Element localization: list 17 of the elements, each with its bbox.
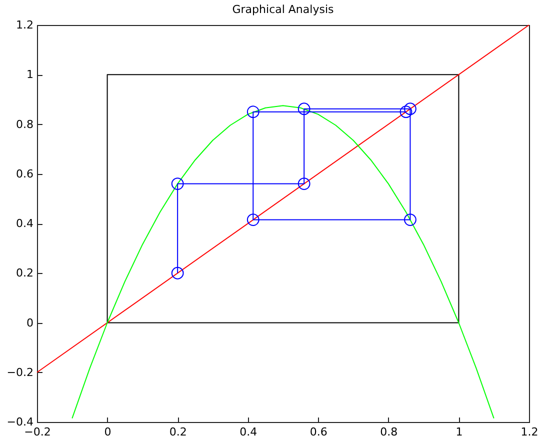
y-tick-label: 1 bbox=[26, 68, 34, 82]
y-tick-label: 0.6 bbox=[16, 167, 34, 180]
x-tick-label: 0.2 bbox=[169, 426, 187, 438]
y-tick-label: −0.4 bbox=[6, 416, 34, 428]
y-tick-label: 0.8 bbox=[16, 118, 34, 131]
y-tick-label: 1.2 bbox=[16, 18, 34, 32]
x-tick-label: 0.4 bbox=[240, 426, 258, 438]
chart-title: Graphical Analysis bbox=[232, 3, 334, 16]
x-tick-label: 0.6 bbox=[310, 426, 328, 438]
x-tick-label: 1.2 bbox=[520, 426, 538, 438]
x-tick-label: 0 bbox=[104, 426, 112, 438]
y-tick-label: −0.2 bbox=[6, 366, 34, 379]
y-tick-label: 0 bbox=[26, 316, 34, 330]
y-tick-label: 0.4 bbox=[16, 217, 34, 230]
x-tick-label: 1 bbox=[456, 426, 463, 438]
x-tick-label: 0.8 bbox=[380, 426, 398, 438]
y-tick-label: 0.2 bbox=[16, 266, 34, 280]
